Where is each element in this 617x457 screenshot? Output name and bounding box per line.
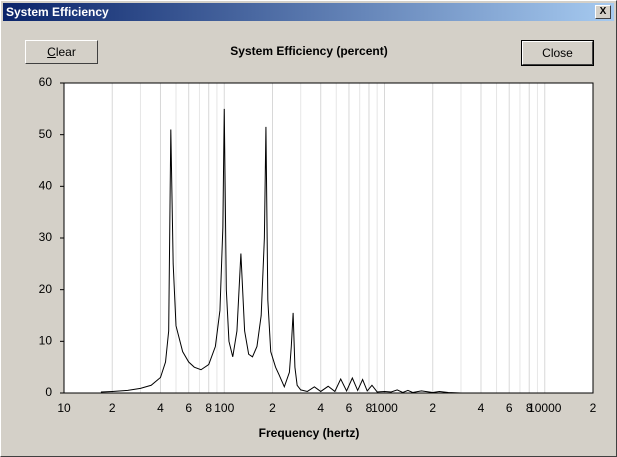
x-tick-label: 8 [526,401,533,415]
close-button[interactable]: Close [521,40,594,66]
x-tick-label: 6 [346,401,353,415]
x-tick-label: 10 [57,401,71,415]
x-tick-label: 2 [109,401,116,415]
x-tick-label: 1000 [371,401,398,415]
x-tick-label: 2 [590,401,597,415]
clear-label: Clear [47,45,76,59]
plot-border [63,82,594,394]
x-tick-label: 4 [317,401,324,415]
x-tick-label: 2 [269,401,276,415]
title-bar: System Efficiency X [3,3,614,21]
close-label: Close [542,46,573,60]
clear-button[interactable]: Clear [25,40,98,64]
x-axis-label: Frequency (hertz) [259,426,360,440]
x-tick-label: 6 [506,401,513,415]
x-tick-label: 4 [157,401,164,415]
y-tick-label: 10 [39,334,53,348]
x-tick-label: 10000 [528,401,562,415]
x-tick-label: 6 [185,401,192,415]
y-tick-label: 30 [39,230,53,244]
x-tick-label: 8 [366,401,373,415]
y-tick-label: 50 [39,127,53,141]
plot-area [64,83,593,393]
chart-title: System Efficiency (percent) [230,44,387,58]
close-icon-button[interactable]: X [595,5,611,19]
window-title: System Efficiency [6,5,109,19]
y-tick-label: 40 [39,179,53,193]
x-tick-label: 8 [205,401,212,415]
x-tick-label: 2 [429,401,436,415]
y-tick-label: 20 [39,282,53,296]
x-tick-label: 100 [214,401,234,415]
y-tick-label: 60 [39,75,53,89]
y-tick-label: 0 [45,385,52,399]
efficiency-line [100,108,461,394]
x-tick-label: 4 [478,401,485,415]
